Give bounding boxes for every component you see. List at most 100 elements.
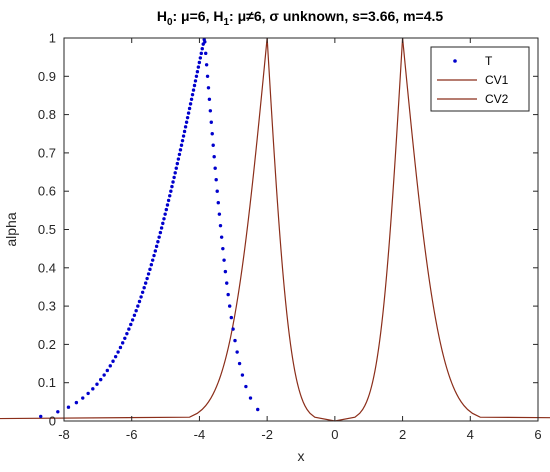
t-dot xyxy=(231,327,235,331)
t-dot xyxy=(256,407,260,412)
x-tick-label: 4 xyxy=(467,427,474,442)
y-tick-label: 0.5 xyxy=(38,222,56,237)
t-dot xyxy=(140,290,145,295)
t-dot xyxy=(226,292,230,297)
legend-label-cv1: CV1 xyxy=(485,73,509,87)
t-dot xyxy=(113,354,118,359)
x-tick-label: -6 xyxy=(126,427,138,442)
t-dot xyxy=(183,125,188,129)
x-tick-label: 0 xyxy=(331,427,338,442)
t-dot xyxy=(180,138,185,143)
t-dot xyxy=(235,350,239,354)
t-dot xyxy=(149,263,154,267)
t-dot xyxy=(120,341,125,345)
y-tick-label: 1 xyxy=(49,31,56,46)
t-dot xyxy=(148,267,152,272)
t-dot xyxy=(222,258,226,262)
t-dot xyxy=(233,338,237,343)
t-dot xyxy=(196,65,201,69)
t-dot xyxy=(168,194,172,198)
title-h0-sub: 0 xyxy=(167,17,173,28)
t-dot xyxy=(209,120,213,124)
t-dot xyxy=(217,212,222,216)
t-dot xyxy=(173,171,177,175)
t-dot xyxy=(188,102,193,106)
t-dot xyxy=(169,189,173,193)
t-dot xyxy=(240,373,245,377)
t-dot xyxy=(214,178,218,182)
t-dot xyxy=(221,246,225,251)
t-dot xyxy=(154,244,159,249)
t-dot xyxy=(248,396,253,400)
t-dot xyxy=(194,74,199,79)
y-tick-label: 0.7 xyxy=(38,145,56,160)
y-tick-label: 0.1 xyxy=(38,375,56,390)
t-dot xyxy=(198,56,203,60)
cv-inner-branch-cv1 xyxy=(266,38,335,422)
t-dot xyxy=(197,60,202,65)
cv-outer-branch-cv2 xyxy=(401,37,550,419)
t-dot xyxy=(156,240,160,244)
t-dot xyxy=(116,350,120,354)
t-dot xyxy=(132,313,137,317)
t-dot xyxy=(163,212,167,216)
t-dot xyxy=(190,92,195,97)
legend-box xyxy=(430,46,530,112)
t-dot xyxy=(227,304,232,308)
t-dot xyxy=(134,308,138,313)
legend-label-cv2: CV2 xyxy=(485,92,509,106)
y-tick-label: 0.6 xyxy=(38,184,56,199)
y-axis-label: alpha xyxy=(3,212,19,246)
t-dot xyxy=(207,97,212,101)
x-tick-label: -2 xyxy=(261,427,273,442)
t-dot xyxy=(81,396,85,400)
t-dot xyxy=(137,299,142,304)
t-dot xyxy=(172,175,176,180)
t-dot xyxy=(186,111,191,115)
t-dot xyxy=(145,276,149,281)
t-dot xyxy=(143,281,148,285)
t-dot xyxy=(192,83,197,88)
x-axis-label: x xyxy=(298,448,305,464)
t-dot xyxy=(74,400,79,405)
t-dot xyxy=(108,364,112,368)
t-dot xyxy=(130,318,135,322)
svg-text:H0: μ=6, H1: μ≠6, σ unknown, s: H0: μ=6, H1: μ≠6, σ unknown, s=3.66, m=4… xyxy=(157,8,444,28)
t-dot xyxy=(146,272,151,276)
t-dot xyxy=(158,230,163,235)
title-h1: H xyxy=(213,8,223,24)
t-dot xyxy=(129,322,133,327)
t-dot xyxy=(170,184,174,189)
t-dot xyxy=(176,157,181,161)
x-tick-label: -4 xyxy=(194,427,206,442)
t-dot xyxy=(216,200,220,205)
t-dot xyxy=(199,51,203,56)
t-dot xyxy=(204,63,209,67)
t-dot xyxy=(181,134,186,138)
t-dot xyxy=(229,315,234,320)
t-dot xyxy=(142,286,146,290)
legend: T CV1 CV2 xyxy=(430,46,530,112)
t-dot xyxy=(191,88,196,92)
t-dot xyxy=(175,161,180,166)
legend-marker-t xyxy=(453,59,457,63)
t-dot xyxy=(105,368,110,373)
legend-label-t: T xyxy=(485,54,493,68)
t-dot xyxy=(215,189,219,193)
t-dot xyxy=(185,115,190,120)
t-dot xyxy=(166,198,171,203)
t-dot xyxy=(218,223,223,228)
curves-layer xyxy=(0,37,550,422)
t-dot xyxy=(237,361,242,366)
t-dot xyxy=(187,106,192,111)
t-dot xyxy=(136,304,140,308)
t-dot xyxy=(178,148,183,152)
t-dot xyxy=(210,132,214,136)
y-tick-label: 0.2 xyxy=(38,337,56,352)
t-dot xyxy=(179,143,184,147)
t-dot xyxy=(206,86,211,90)
t-dot xyxy=(157,235,161,239)
t-dot xyxy=(150,258,155,262)
t-dot xyxy=(213,166,217,170)
t-dot xyxy=(162,217,166,221)
